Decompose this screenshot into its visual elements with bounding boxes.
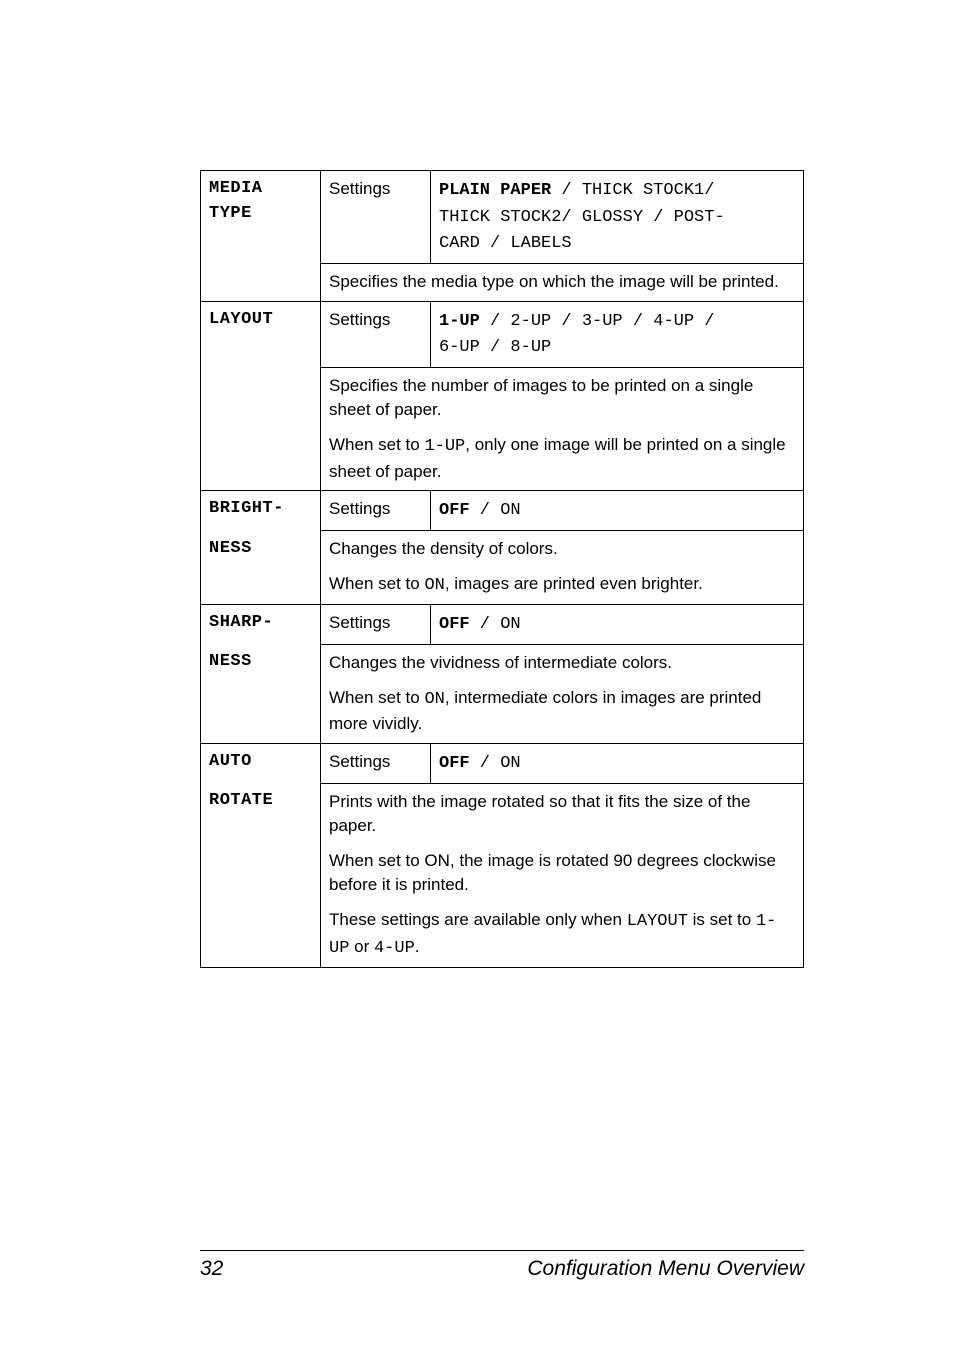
value-bold: OFF xyxy=(439,754,470,773)
table-row: ROTATE Prints with the image rotated so … xyxy=(201,783,804,968)
value: 6-UP / 8-UP xyxy=(439,338,551,357)
settings-label-cell: Settings xyxy=(321,301,431,367)
settings-label: Settings xyxy=(329,179,390,198)
settings-values-cell: OFF / ON xyxy=(431,743,804,783)
label-text: SHARP- xyxy=(209,613,273,632)
label-text: ROTATE xyxy=(209,791,273,810)
label-text: TYPE xyxy=(209,204,252,223)
value-bold: PLAIN PAPER xyxy=(439,181,551,200)
value: / ON xyxy=(470,754,521,773)
empty-cell xyxy=(201,263,321,301)
page-number: 32 xyxy=(200,1257,223,1281)
table-row: MEDIA TYPE Settings PLAIN PAPER / THICK … xyxy=(201,171,804,264)
label-text: MEDIA xyxy=(209,179,263,198)
sharpness-label: SHARP- xyxy=(201,605,321,645)
auto-rotate-label-2: ROTATE xyxy=(201,783,321,968)
mono-text: ON xyxy=(424,690,444,709)
settings-label: Settings xyxy=(329,310,390,329)
description-cell: Specifies the number of images to be pri… xyxy=(321,367,804,491)
value: / 2-UP / 3-UP / 4-UP / xyxy=(480,312,715,331)
description-text: Specifies the number of images to be pri… xyxy=(329,376,753,420)
settings-label-cell: Settings xyxy=(321,171,431,264)
mono-text: 1-UP xyxy=(424,437,465,456)
label-text: AUTO xyxy=(209,752,252,771)
table-row: Specifies the number of images to be pri… xyxy=(201,367,804,491)
description-cell: Specifies the media type on which the im… xyxy=(321,263,804,301)
table-row: SHARP- Settings OFF / ON xyxy=(201,605,804,645)
label-text: LAYOUT xyxy=(209,310,273,329)
value-bold: OFF xyxy=(439,501,470,520)
description-text: , images are printed even brighter. xyxy=(445,574,703,593)
mono-text: ON xyxy=(424,576,444,595)
footer-divider xyxy=(200,1250,804,1251)
empty-cell xyxy=(201,367,321,491)
brightness-label: BRIGHT- xyxy=(201,491,321,531)
settings-values-cell: PLAIN PAPER / THICK STOCK1/ THICK STOCK2… xyxy=(431,171,804,264)
auto-rotate-label: AUTO xyxy=(201,743,321,783)
brightness-label-2: NESS xyxy=(201,531,321,605)
description-text: Specifies the media type on which the im… xyxy=(329,272,779,291)
settings-label: Settings xyxy=(329,613,390,632)
media-type-label: MEDIA TYPE xyxy=(201,171,321,264)
description-text: When set to xyxy=(329,574,424,593)
description-cell: Prints with the image rotated so that it… xyxy=(321,783,804,968)
settings-values-cell: 1-UP / 2-UP / 3-UP / 4-UP / 6-UP / 8-UP xyxy=(431,301,804,367)
value: / ON xyxy=(470,501,521,520)
table-row: AUTO Settings OFF / ON xyxy=(201,743,804,783)
description-text: Changes the vividness of intermediate co… xyxy=(329,653,672,672)
description-text: . xyxy=(415,937,420,956)
settings-label-cell: Settings xyxy=(321,491,431,531)
description-text: When set to ON, the image is rotated 90 … xyxy=(329,851,776,895)
settings-values-cell: OFF / ON xyxy=(431,605,804,645)
description-text: When set to xyxy=(329,688,424,707)
table-row: NESS Changes the vividness of intermedia… xyxy=(201,644,804,743)
table-row: BRIGHT- Settings OFF / ON xyxy=(201,491,804,531)
layout-label: LAYOUT xyxy=(201,301,321,367)
value: CARD / LABELS xyxy=(439,234,572,253)
table-row: LAYOUT Settings 1-UP / 2-UP / 3-UP / 4-U… xyxy=(201,301,804,367)
description-text: Changes the density of colors. xyxy=(329,539,558,558)
description-text: Prints with the image rotated so that it… xyxy=(329,792,750,836)
mono-text: LAYOUT xyxy=(627,912,688,931)
value-bold: 1-UP xyxy=(439,312,480,331)
value: / THICK STOCK1/ xyxy=(551,181,714,200)
footer-row: 32 Configuration Menu Overview xyxy=(0,1257,954,1281)
description-cell: Changes the vividness of intermediate co… xyxy=(321,644,804,743)
settings-table: MEDIA TYPE Settings PLAIN PAPER / THICK … xyxy=(200,170,804,968)
label-text: NESS xyxy=(209,539,252,558)
description-text: is set to xyxy=(688,910,756,929)
settings-label-cell: Settings xyxy=(321,605,431,645)
description-text: When set to xyxy=(329,435,424,454)
page: MEDIA TYPE Settings PLAIN PAPER / THICK … xyxy=(0,0,954,1351)
footer-title: Configuration Menu Overview xyxy=(527,1257,804,1281)
settings-label-cell: Settings xyxy=(321,743,431,783)
value-bold: OFF xyxy=(439,615,470,634)
description-text: or xyxy=(349,937,374,956)
value: / ON xyxy=(470,615,521,634)
table-row: NESS Changes the density of colors. When… xyxy=(201,531,804,605)
label-text: BRIGHT- xyxy=(209,499,284,518)
table-row: Specifies the media type on which the im… xyxy=(201,263,804,301)
mono-text: 4-UP xyxy=(374,939,415,958)
settings-label: Settings xyxy=(329,499,390,518)
value: THICK STOCK2/ GLOSSY / POST- xyxy=(439,208,725,227)
description-cell: Changes the density of colors. When set … xyxy=(321,531,804,605)
sharpness-label-2: NESS xyxy=(201,644,321,743)
page-footer: 32 Configuration Menu Overview xyxy=(0,1250,954,1281)
settings-values-cell: OFF / ON xyxy=(431,491,804,531)
settings-label: Settings xyxy=(329,752,390,771)
description-text: These settings are available only when xyxy=(329,910,627,929)
label-text: NESS xyxy=(209,652,252,671)
